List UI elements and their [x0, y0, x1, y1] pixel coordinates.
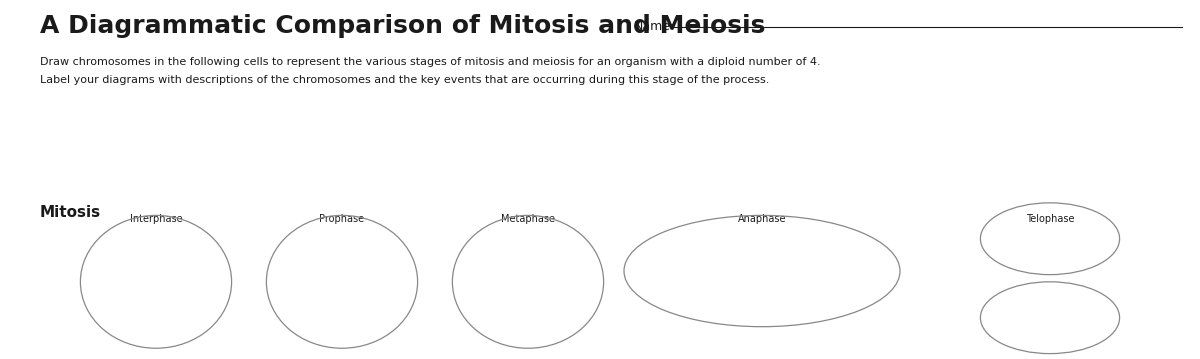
- Text: Name:: Name:: [634, 20, 674, 33]
- Text: Telophase: Telophase: [1026, 214, 1074, 224]
- Text: Anaphase: Anaphase: [738, 214, 786, 224]
- Text: Draw chromosomes in the following cells to represent the various stages of mitos: Draw chromosomes in the following cells …: [40, 57, 821, 67]
- Text: Mitosis: Mitosis: [40, 205, 101, 220]
- Text: Label your diagrams with descriptions of the chromosomes and the key events that: Label your diagrams with descriptions of…: [40, 75, 769, 85]
- Text: Interphase: Interphase: [130, 214, 182, 224]
- Text: Prophase: Prophase: [319, 214, 365, 224]
- Text: Metaphase: Metaphase: [502, 214, 554, 224]
- Text: A Diagrammatic Comparison of Mitosis and Meiosis: A Diagrammatic Comparison of Mitosis and…: [40, 14, 764, 38]
